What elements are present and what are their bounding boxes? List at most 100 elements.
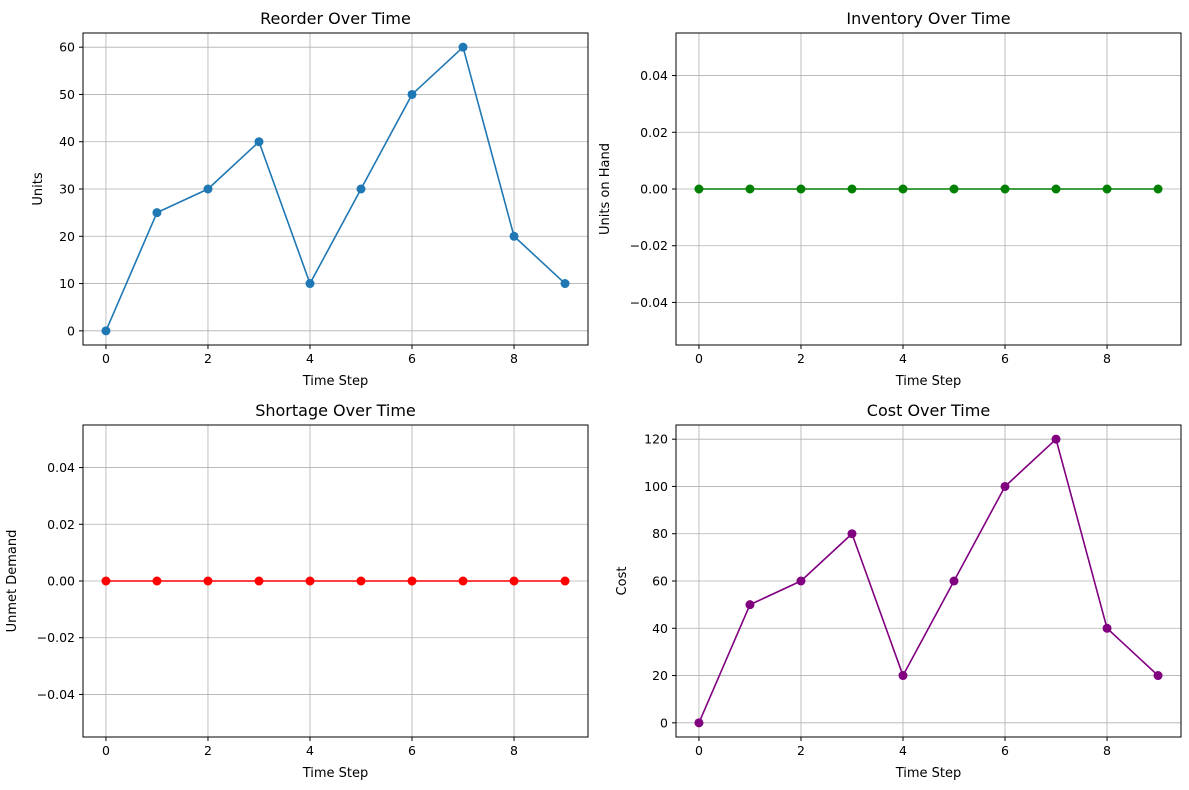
cost-xtick-label: 4 xyxy=(899,743,907,758)
reorder-ytick-label: 10 xyxy=(59,276,75,291)
reorder-xtick-label: 6 xyxy=(408,351,416,366)
inventory-ytick-label: −0.04 xyxy=(630,295,668,310)
shortage-ytick-label: 0.02 xyxy=(47,517,75,532)
inventory-y-axis-label: Units on Hand xyxy=(598,143,613,235)
reorder-point xyxy=(458,42,468,52)
reorder-series-line xyxy=(105,46,566,332)
inventory-point xyxy=(796,184,806,194)
reorder-xtick-label: 4 xyxy=(306,351,314,366)
shortage-y-axis-label: Unmet Demand xyxy=(5,530,20,633)
reorder-chart: 0 2 4 6 8 0 10 20 30 40 50 60 Reorder Over Time Time … xyxy=(31,9,589,389)
inventory-x-axis-label: Time Step xyxy=(895,374,962,389)
cost-y-axis-label: Cost xyxy=(615,567,630,596)
cost-chart-title: Cost Over Time xyxy=(867,401,990,420)
shortage-chart: 0 2 4 6 8 −0.04 −0.02 0.00 0.02 0.04 Shortage Over… xyxy=(5,401,589,781)
cost-xtick-label: 8 xyxy=(1103,743,1111,758)
reorder-point xyxy=(407,89,417,99)
shortage-point xyxy=(152,576,162,586)
reorder-ytick-label: 30 xyxy=(59,182,75,197)
inventory-ytick-label: 0.02 xyxy=(640,125,668,140)
cost-ytick-label: 120 xyxy=(644,432,668,447)
shortage-point xyxy=(356,576,366,586)
reorder-point xyxy=(356,184,366,194)
inventory-point xyxy=(1000,184,1010,194)
inventory-ytick-label: 0.04 xyxy=(640,68,668,83)
shortage-xtick-label: 4 xyxy=(306,743,314,758)
inventory-point xyxy=(1102,184,1112,194)
inventory-point xyxy=(745,184,755,194)
reorder-y-axis-label: Units xyxy=(31,172,46,205)
cost-ytick-label: 60 xyxy=(652,574,668,589)
cost-point xyxy=(898,671,908,681)
cost-point xyxy=(745,600,755,610)
shortage-chart-title: Shortage Over Time xyxy=(255,401,416,420)
shortage-ytick-label: 0.00 xyxy=(47,574,75,589)
cost-xtick-label: 0 xyxy=(695,743,703,758)
cost-xtick-label: 2 xyxy=(797,743,805,758)
reorder-ytick-label: 20 xyxy=(59,229,75,244)
cost-point xyxy=(796,576,806,586)
shortage-point xyxy=(203,576,213,586)
reorder-point xyxy=(254,137,264,147)
cost-x-axis-label: Time Step xyxy=(895,766,962,781)
reorder-point xyxy=(152,208,162,218)
reorder-ytick-label: 40 xyxy=(59,134,75,149)
cost-ytick-label: 100 xyxy=(644,479,668,494)
inventory-point xyxy=(1051,184,1061,194)
reorder-xtick-label: 0 xyxy=(102,351,110,366)
reorder-ytick-label: 50 xyxy=(59,87,75,102)
inventory-chart: 0 2 4 6 8 −0.04 −0.02 0.00 0.02 0.04 Inventory Ove… xyxy=(598,9,1182,389)
cost-point xyxy=(1000,481,1010,491)
reorder-xtick-label: 2 xyxy=(204,351,212,366)
cost-point xyxy=(949,576,959,586)
cost-ytick-label: 40 xyxy=(652,621,668,636)
shortage-xtick-label: 6 xyxy=(408,743,416,758)
shortage-ytick-label: −0.02 xyxy=(37,630,75,645)
shortage-point xyxy=(458,576,468,586)
inventory-chart-title: Inventory Over Time xyxy=(846,9,1010,28)
reorder-ytick-label: 0 xyxy=(67,323,75,338)
inventory-xtick-label: 2 xyxy=(797,351,805,366)
reorder-point xyxy=(509,231,519,241)
reorder-point xyxy=(560,279,570,289)
cost-ytick-label: 0 xyxy=(660,715,668,730)
inventory-point xyxy=(949,184,959,194)
shortage-point xyxy=(254,576,264,586)
inventory-point xyxy=(847,184,857,194)
shortage-point xyxy=(101,576,111,586)
shortage-xtick-label: 8 xyxy=(510,743,518,758)
cost-point xyxy=(1051,434,1061,444)
inventory-point xyxy=(694,184,704,194)
inventory-xtick-label: 4 xyxy=(899,351,907,366)
shortage-point xyxy=(407,576,417,586)
shortage-point xyxy=(509,576,519,586)
inventory-point xyxy=(1153,184,1163,194)
cost-ytick-label: 20 xyxy=(652,668,668,683)
inventory-ytick-label: −0.02 xyxy=(630,238,668,253)
shortage-point xyxy=(560,576,570,586)
reorder-chart-title: Reorder Over Time xyxy=(260,9,411,28)
shortage-xtick-label: 0 xyxy=(102,743,110,758)
reorder-xtick-label: 8 xyxy=(510,351,518,366)
cost-point xyxy=(1102,623,1112,633)
shortage-xtick-label: 2 xyxy=(204,743,212,758)
shortage-point xyxy=(305,576,315,586)
cost-ytick-label: 80 xyxy=(652,526,668,541)
reorder-ytick-label: 60 xyxy=(59,40,75,55)
cost-point xyxy=(1153,671,1163,681)
reorder-point xyxy=(305,279,315,289)
cost-series-line xyxy=(698,438,1159,724)
reorder-x-axis-label: Time Step xyxy=(302,374,369,389)
inventory-xtick-label: 0 xyxy=(695,351,703,366)
inventory-xtick-label: 8 xyxy=(1103,351,1111,366)
cost-point xyxy=(694,718,704,728)
cost-point xyxy=(847,529,857,539)
reorder-point xyxy=(101,326,111,336)
inventory-ytick-label: 0.00 xyxy=(640,182,668,197)
shortage-x-axis-label: Time Step xyxy=(302,766,369,781)
inventory-point xyxy=(898,184,908,194)
shortage-ytick-label: −0.04 xyxy=(37,687,75,702)
shortage-ytick-label: 0.04 xyxy=(47,460,75,475)
